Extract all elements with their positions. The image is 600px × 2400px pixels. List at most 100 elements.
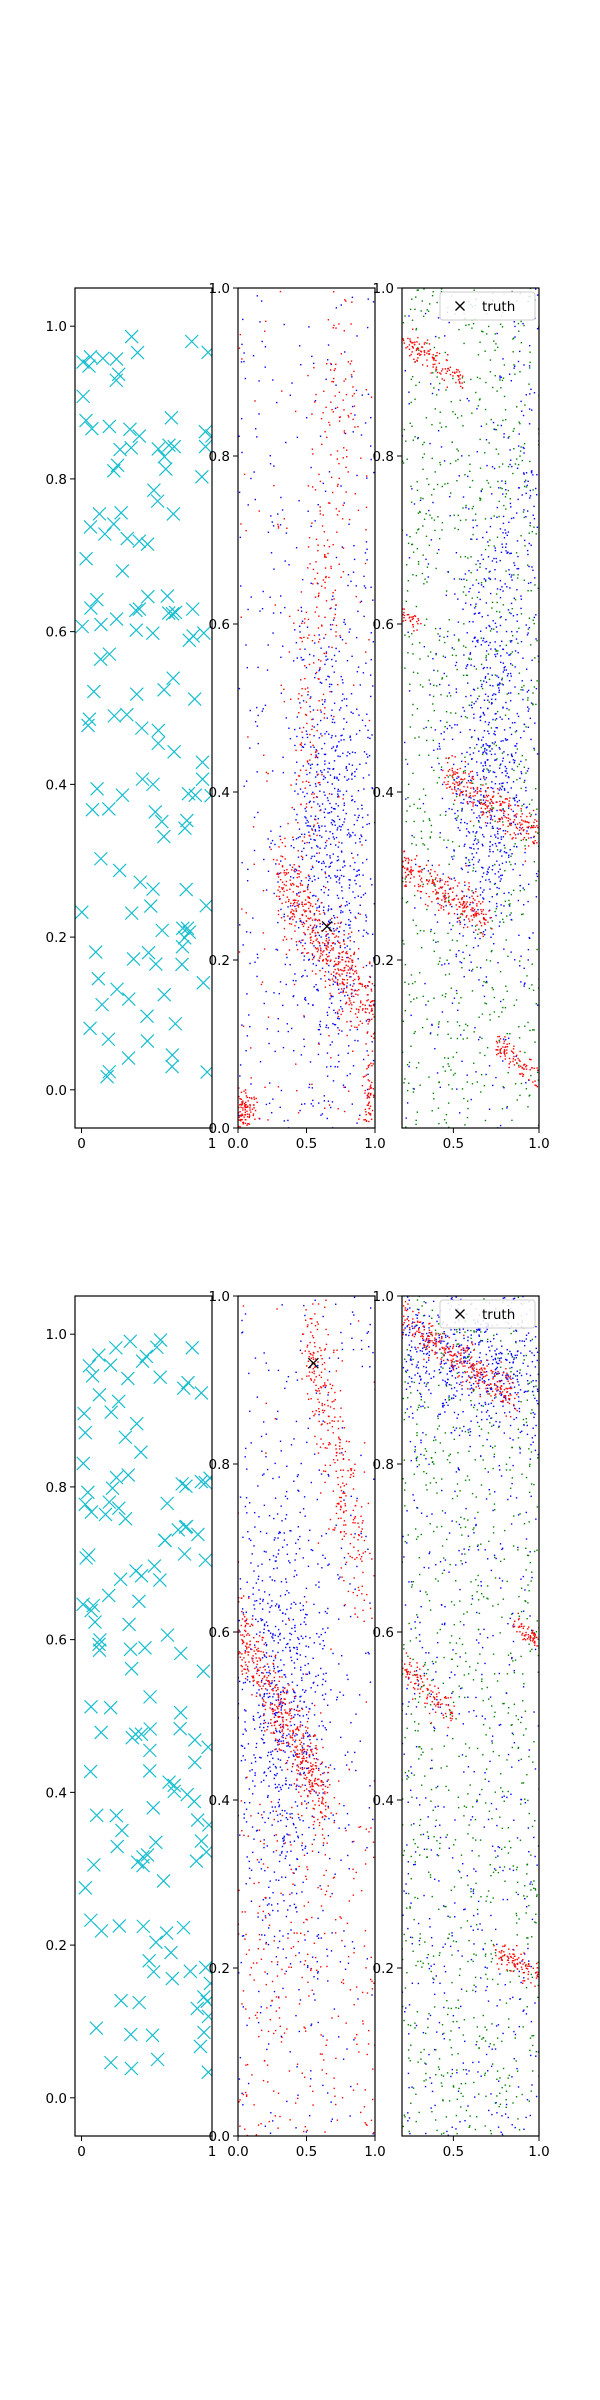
red-point bbox=[509, 797, 511, 799]
sample-marker bbox=[179, 882, 194, 897]
blue-point bbox=[499, 377, 501, 379]
blue-point bbox=[477, 800, 479, 802]
red-point bbox=[318, 678, 320, 680]
blue-point bbox=[508, 891, 510, 894]
red-point bbox=[516, 827, 519, 830]
blue-point bbox=[336, 859, 338, 862]
red-point bbox=[369, 1094, 372, 1096]
blue-point bbox=[523, 539, 526, 542]
red-point bbox=[470, 782, 473, 784]
blue-point bbox=[525, 786, 527, 789]
red-point bbox=[447, 884, 449, 886]
green-point bbox=[416, 489, 419, 492]
green-point bbox=[504, 847, 506, 849]
red-point bbox=[516, 823, 519, 825]
green-point bbox=[485, 656, 487, 659]
red-point bbox=[366, 1000, 368, 1002]
blue-point bbox=[536, 328, 539, 330]
blue-point bbox=[306, 887, 309, 889]
red-point bbox=[444, 894, 446, 897]
blue-point bbox=[488, 1065, 491, 1067]
red-point bbox=[316, 919, 319, 922]
red-point bbox=[462, 926, 465, 929]
red-point bbox=[345, 491, 347, 493]
red-point bbox=[348, 998, 351, 1000]
sample-marker bbox=[93, 851, 108, 866]
red-point bbox=[357, 978, 360, 981]
green-point bbox=[414, 436, 416, 438]
green-point bbox=[422, 788, 425, 790]
red-point bbox=[416, 353, 419, 355]
blue-point bbox=[342, 794, 345, 796]
blue-point bbox=[501, 771, 503, 774]
red-point bbox=[296, 1090, 298, 1092]
red-point bbox=[459, 906, 461, 908]
blue-point bbox=[272, 632, 274, 634]
sample-marker bbox=[165, 1048, 180, 1063]
red-point bbox=[258, 1117, 260, 1120]
blue-point bbox=[527, 726, 530, 728]
blue-point bbox=[458, 776, 460, 778]
blue-point bbox=[362, 1058, 365, 1061]
green-point bbox=[513, 769, 515, 772]
blue-point bbox=[330, 683, 333, 686]
green-point bbox=[459, 556, 462, 558]
green-point bbox=[530, 590, 532, 592]
blue-point bbox=[520, 640, 523, 643]
blue-point bbox=[337, 779, 340, 781]
red-point bbox=[448, 912, 450, 914]
green-point bbox=[508, 899, 510, 902]
blue-point bbox=[327, 781, 329, 784]
red-point bbox=[339, 975, 341, 977]
blue-point bbox=[408, 403, 410, 405]
green-point bbox=[494, 349, 496, 352]
green-point bbox=[533, 622, 535, 625]
blue-point bbox=[468, 859, 470, 861]
red-point bbox=[420, 353, 422, 356]
blue-point bbox=[335, 881, 338, 883]
green-point bbox=[441, 485, 444, 488]
red-point bbox=[427, 350, 429, 352]
blue-point bbox=[351, 778, 353, 780]
green-point bbox=[443, 839, 445, 841]
blue-point bbox=[502, 684, 504, 686]
red-point bbox=[285, 953, 288, 955]
blue-point bbox=[408, 315, 410, 317]
red-point bbox=[335, 508, 338, 510]
blue-point bbox=[319, 719, 322, 722]
red-point bbox=[465, 795, 467, 797]
blue-point bbox=[371, 933, 374, 935]
sample-marker bbox=[88, 945, 103, 960]
green-point bbox=[449, 949, 451, 951]
red-point bbox=[507, 805, 510, 807]
red-point bbox=[479, 802, 482, 804]
green-point bbox=[443, 1119, 446, 1121]
blue-point bbox=[344, 865, 346, 867]
y-tick-label: 0.8 bbox=[46, 472, 67, 488]
red-point bbox=[323, 652, 325, 655]
red-point bbox=[412, 341, 414, 344]
green-point bbox=[426, 581, 428, 583]
red-point bbox=[285, 938, 288, 941]
green-point bbox=[426, 1018, 428, 1020]
green-point bbox=[524, 845, 526, 847]
red-point bbox=[365, 1113, 367, 1116]
blue-point bbox=[373, 792, 375, 794]
sample-marker bbox=[160, 589, 175, 604]
blue-point bbox=[319, 925, 321, 928]
red-point bbox=[311, 522, 313, 524]
red-point bbox=[482, 933, 484, 935]
blue-point bbox=[526, 770, 529, 772]
blue-point bbox=[465, 862, 467, 865]
blue-point bbox=[348, 887, 351, 889]
blue-point bbox=[354, 834, 356, 836]
red-point bbox=[293, 864, 295, 866]
blue-point bbox=[300, 656, 302, 659]
red-point bbox=[429, 872, 431, 874]
green-point bbox=[519, 450, 522, 452]
blue-point bbox=[515, 730, 518, 732]
green-point bbox=[466, 1116, 469, 1119]
red-point bbox=[370, 1005, 372, 1007]
blue-point bbox=[523, 967, 525, 970]
red-point bbox=[403, 617, 405, 619]
